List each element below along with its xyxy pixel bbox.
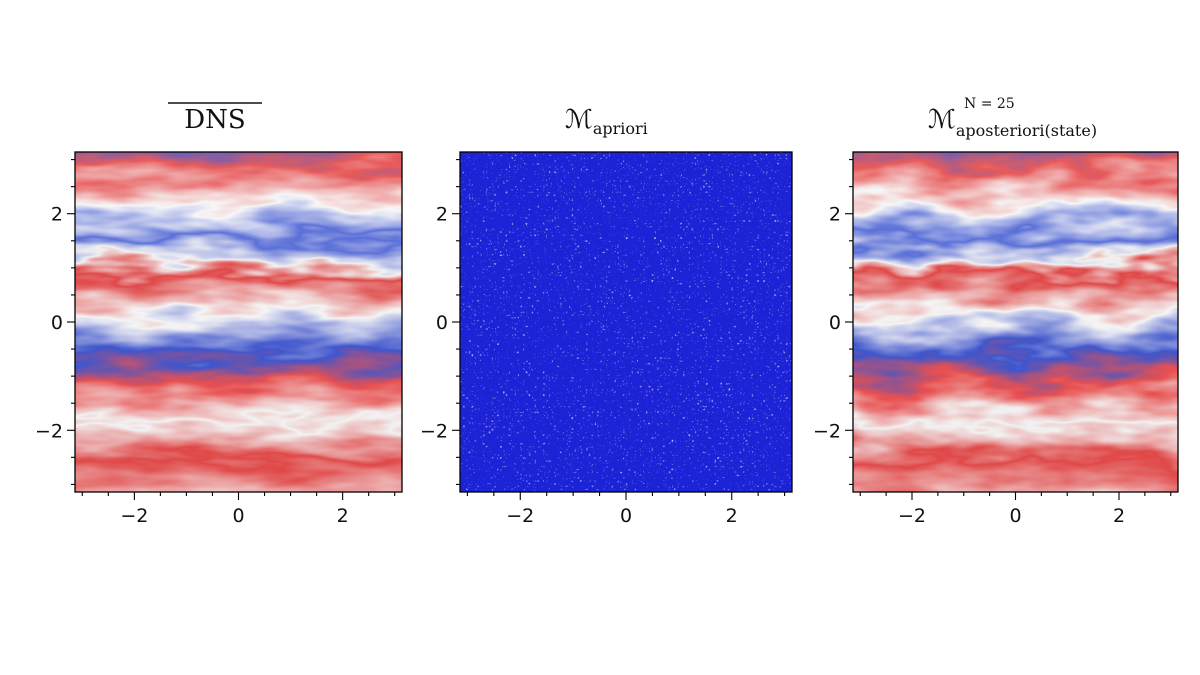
y-tick-label: −2 — [813, 420, 841, 442]
panel-aposteriori-ticks: −2 0 2 −2 0 2 — [813, 159, 1172, 527]
panel-dns-heatmap — [75, 152, 402, 492]
y-tick-label: −2 — [35, 420, 63, 442]
panel-aposteriori-superscript: N = 25 — [964, 96, 1015, 112]
x-tick-label: 0 — [1009, 505, 1021, 527]
x-tick-label: 2 — [337, 505, 349, 527]
panel-dns: DNS −2 0 2 −2 0 2 — [35, 102, 403, 527]
y-tick-label: −2 — [420, 420, 448, 442]
y-tick-label: 2 — [51, 204, 63, 226]
panel-aposteriori-title: ℳaposteriori(state) — [928, 105, 1097, 140]
panel-apriori-heatmap — [460, 152, 792, 492]
x-tick-label: −2 — [120, 505, 148, 527]
panel-apriori-ticks: −2 0 2 −2 0 2 — [420, 159, 786, 527]
panel-apriori-title: ℳapriori — [565, 105, 648, 138]
panel-aposteriori-heatmap — [853, 152, 1178, 492]
y-tick-label: 2 — [436, 204, 448, 226]
y-tick-label: 0 — [436, 312, 448, 334]
y-tick-label: 0 — [829, 312, 841, 334]
x-tick-label: −2 — [898, 505, 926, 527]
panel-dns-title: DNS — [184, 105, 245, 135]
x-tick-label: 2 — [1113, 505, 1125, 527]
x-tick-label: −2 — [506, 505, 534, 527]
panel-dns-ticks: −2 0 2 −2 0 2 — [35, 159, 396, 527]
panel-aposteriori: ℳaposteriori(state) N = 25 −2 0 2 −2 0 2 — [813, 96, 1179, 527]
x-tick-label: 2 — [726, 505, 738, 527]
panel-apriori: ℳapriori −2 0 2 −2 0 2 — [420, 105, 793, 527]
x-tick-label: 0 — [232, 505, 244, 527]
y-tick-label: 0 — [51, 312, 63, 334]
x-tick-label: 0 — [620, 505, 632, 527]
y-tick-label: 2 — [829, 204, 841, 226]
